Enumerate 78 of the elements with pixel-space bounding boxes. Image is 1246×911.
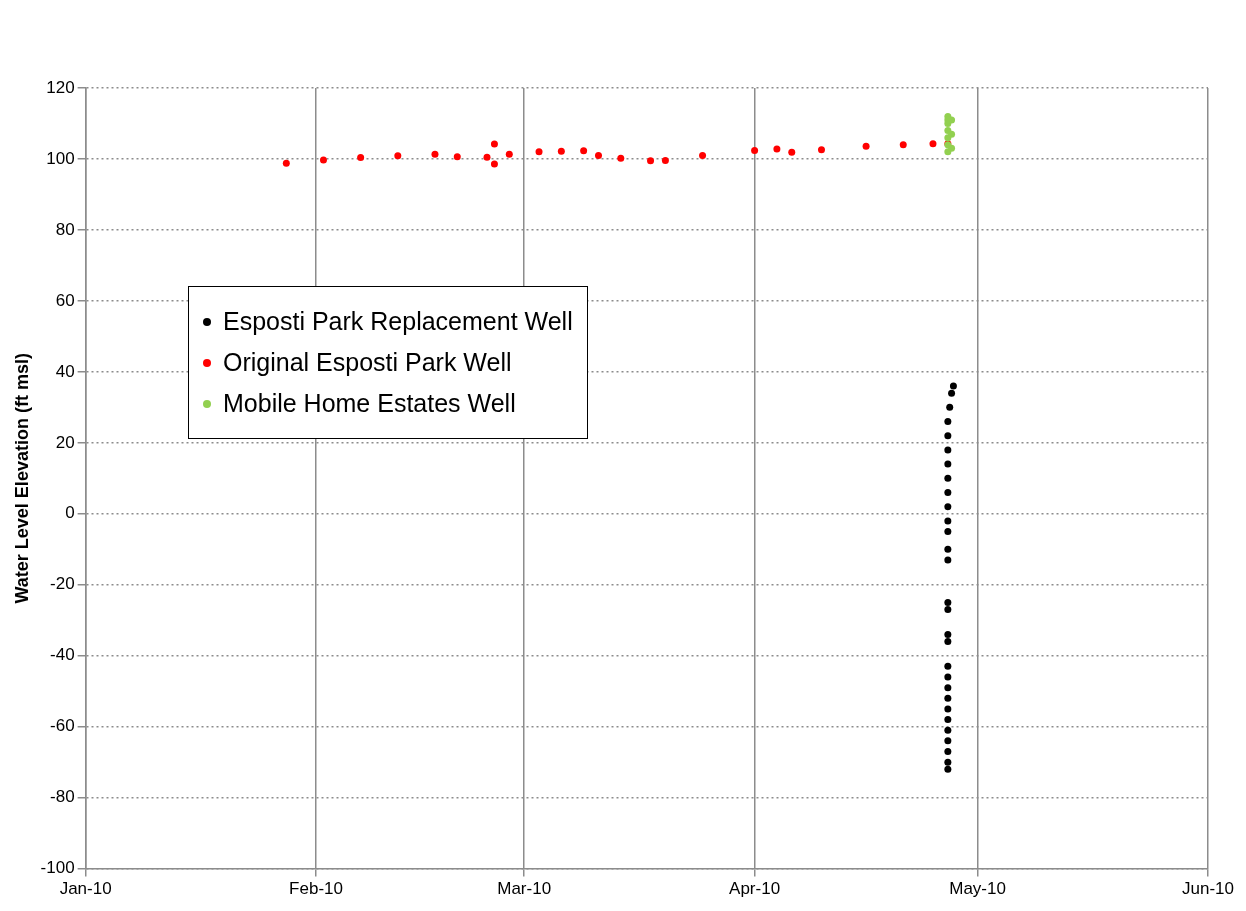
point [617,154,625,162]
point [535,148,543,156]
point [944,606,952,614]
point [944,446,952,454]
y-tick-label: -40 [50,645,75,665]
point [788,148,796,156]
point [357,154,365,162]
x-tick-label: Jan-10 [59,879,112,899]
point [944,460,952,468]
point [946,403,954,411]
legend-label: Mobile Home Estates Well [223,389,516,418]
point [944,662,952,670]
point [580,147,588,155]
point [862,142,870,150]
y-tick-label: 60 [55,290,75,310]
point [944,418,952,426]
point [557,147,565,155]
point [505,150,513,158]
point [944,528,952,536]
point [699,151,707,159]
y-tick-label: 40 [55,361,75,381]
point [944,488,952,496]
point [944,474,952,482]
point [944,432,952,440]
point [595,151,602,159]
point [944,556,952,564]
point [944,598,952,606]
y-tick-label: -100 [40,858,75,878]
point [817,146,825,154]
point [949,382,957,390]
y-axis-title: Water Level Elevation (ft msl) [11,353,32,604]
y-tick-label: 80 [55,219,75,239]
y-tick-label: 120 [46,77,75,97]
point [944,726,952,734]
point [944,503,952,511]
y-tick-label: 0 [65,503,75,523]
point [944,694,952,702]
point [319,156,327,164]
point [944,630,952,638]
legend-label: Esposti Park Replacement Well [223,307,573,336]
x-tick-label: Apr-10 [729,879,781,899]
point [944,748,952,756]
point [773,145,781,153]
point [394,152,402,160]
point [944,684,952,692]
point [490,140,498,148]
y-tick-label: -60 [50,716,75,736]
point [944,673,952,681]
point [483,153,491,161]
point [282,159,290,167]
x-tick-label: Jun-10 [1182,879,1234,899]
y-tick-label: 100 [46,148,75,168]
point [944,517,952,525]
point [929,140,937,148]
point [899,141,907,149]
y-tick-label: -80 [50,787,75,807]
point [751,146,759,154]
point [490,160,498,168]
point [948,130,956,138]
y-tick-label: 20 [55,432,75,452]
point [944,716,952,724]
x-tick-label: Mar-10 [497,879,552,899]
point [944,765,952,773]
point [647,157,655,165]
point [944,545,952,553]
point [944,705,952,713]
y-tick-label: -20 [50,574,75,594]
point [944,737,952,745]
point [948,144,956,152]
point [944,638,952,646]
point [944,758,952,766]
x-tick-label: Feb-10 [289,879,343,899]
point [431,150,439,158]
point [661,156,669,164]
point [453,153,461,161]
point [948,389,956,397]
legend-label: Original Esposti Park Well [223,348,512,377]
x-tick-label: May-10 [949,879,1006,899]
